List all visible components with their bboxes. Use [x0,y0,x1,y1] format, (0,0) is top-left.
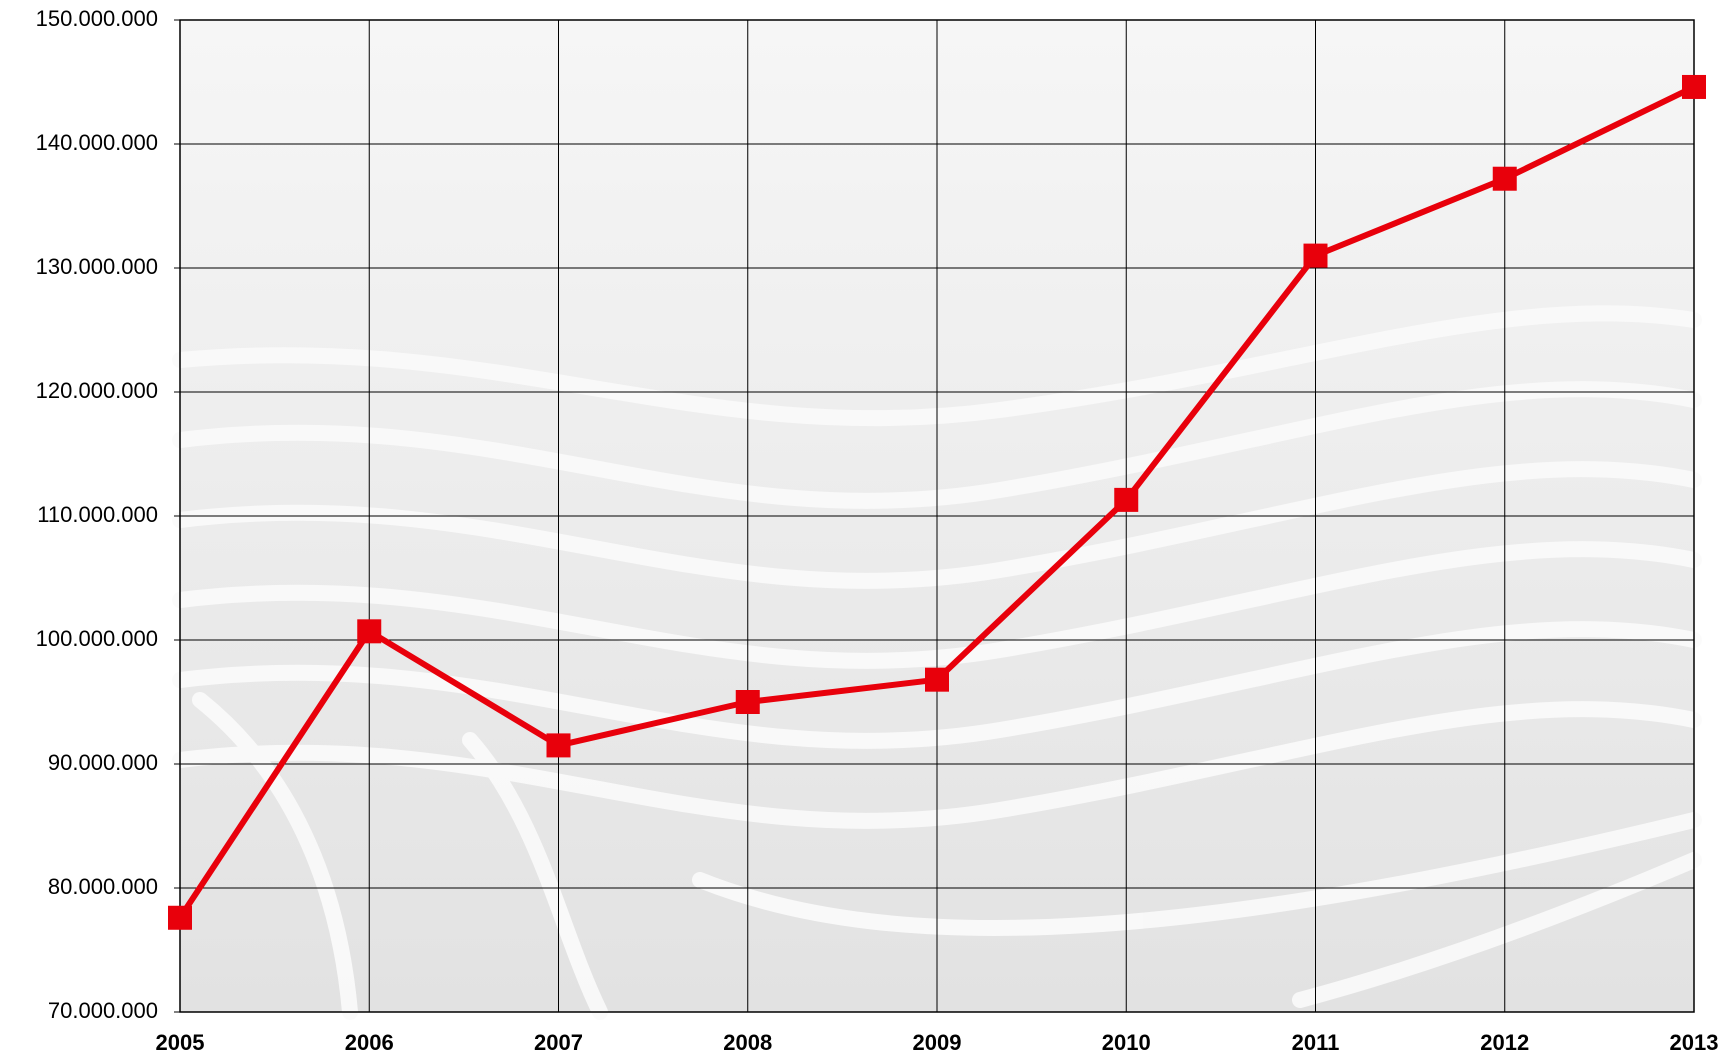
y-tick-label: 140.000.000 [36,130,158,155]
x-tick-label: 2012 [1480,1030,1529,1055]
y-tick-label: 100.000.000 [36,626,158,651]
marker [168,905,192,930]
background-pipes [172,305,1702,1020]
marker [925,667,949,692]
x-tick-label: 2008 [723,1030,772,1055]
y-tick-label: 90.000.000 [48,750,158,775]
x-tick-label: 2007 [534,1030,583,1055]
x-tick-label: 2010 [1102,1030,1151,1055]
y-tick-label: 80.000.000 [48,874,158,899]
y-tick-label: 70.000.000 [48,998,158,1023]
marker [546,733,571,758]
marker [1303,243,1328,268]
y-tick-label: 130.000.000 [36,254,158,279]
x-tick-label: 2009 [913,1030,962,1055]
marker [357,619,382,644]
y-tick-label: 120.000.000 [36,378,158,403]
x-tick-label: 2011 [1292,1030,1340,1055]
y-tick-label: 150.000.000 [36,6,158,31]
marker [735,690,760,714]
marker [1114,487,1139,512]
x-tick-label: 2006 [345,1030,394,1055]
x-tick-label: 2013 [1670,1030,1719,1055]
y-tick-label: 110.000.000 [37,502,158,527]
marker [1492,166,1517,191]
marker [1682,74,1706,99]
x-tick-label: 2005 [156,1030,205,1055]
